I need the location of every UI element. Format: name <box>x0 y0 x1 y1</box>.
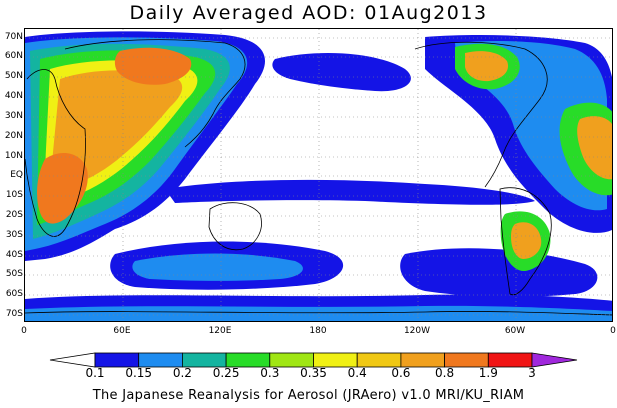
legend-label: 0.8 <box>435 366 455 380</box>
credit-line: The Japanese Reanalysis for Aerosol (JRA… <box>92 388 525 403</box>
lat-label: 20N <box>4 131 23 141</box>
lat-label: 20S <box>5 210 23 220</box>
legend-swatch <box>269 352 314 368</box>
lat-label: 10N <box>4 151 23 161</box>
lon-label: 60E <box>113 326 131 336</box>
aod-region-npacific <box>272 53 411 92</box>
aod-map <box>24 28 613 322</box>
aod-map-svg <box>25 29 612 321</box>
lon-label: 120W <box>403 326 431 336</box>
lat-label: 40N <box>4 91 23 101</box>
aod-region-southern-mid <box>132 253 303 281</box>
lat-label: EQ <box>10 170 23 180</box>
lat-label: 70S <box>5 309 23 319</box>
legend-swatch <box>444 352 489 368</box>
color-legend <box>49 352 578 368</box>
legend-label: 0.15 <box>125 366 153 380</box>
lat-label: 70N <box>4 32 23 42</box>
coastline-antarctica <box>25 311 612 316</box>
coastline-north-america <box>414 41 548 188</box>
legend-swatch <box>487 352 533 368</box>
aod-region-sahara-orange2 <box>37 153 88 224</box>
legend-label: 0.3 <box>260 366 280 380</box>
legend-swatch <box>181 352 227 368</box>
coastline-africa-europe <box>25 69 86 237</box>
legend-label: 0.4 <box>347 366 367 380</box>
map-title: Daily Averaged AOD: 01Aug2013 <box>129 2 488 24</box>
aod-field <box>25 31 612 321</box>
aod-region-samerica-orange <box>511 222 542 259</box>
legend-swatch <box>313 352 358 368</box>
lon-label: 60W <box>504 326 526 336</box>
legend-swatch <box>138 352 183 368</box>
lat-label: 60S <box>5 289 23 299</box>
coastline-asia <box>64 39 246 148</box>
legend-swatch <box>49 352 96 368</box>
aod-region-canada-orange <box>465 51 509 82</box>
legend-label: 0.25 <box>212 366 240 380</box>
legend-swatch <box>94 352 140 368</box>
lat-label: 60N <box>4 51 23 61</box>
lon-label: 0 <box>21 326 27 336</box>
lat-label: 50S <box>5 269 23 279</box>
legend-label: 0.2 <box>172 366 192 380</box>
legend-swatch <box>225 352 271 368</box>
legend-label: 1.9 <box>478 366 498 380</box>
lat-label: 50N <box>4 71 23 81</box>
legend-label: 3 <box>528 366 536 380</box>
aod-region-atlantic-orange <box>577 116 612 180</box>
aod-region-antarctic-mid <box>25 305 612 321</box>
legend-label: 0.6 <box>391 366 411 380</box>
legend-label: 0.35 <box>300 366 327 380</box>
lat-label: 40S <box>5 250 23 260</box>
coastlines <box>25 39 612 316</box>
coastline-australia <box>208 202 262 251</box>
aod-region-southern-east <box>400 248 598 297</box>
lon-label: 120E <box>208 326 232 336</box>
lat-label: 10S <box>5 190 23 200</box>
lat-label: 30N <box>4 111 23 121</box>
lon-label: 0 <box>610 326 616 336</box>
coastline-south-america <box>499 187 552 296</box>
gridlines <box>25 29 612 321</box>
legend-label: 0.1 <box>85 366 105 380</box>
legend-swatch <box>531 352 578 368</box>
lat-label: 30S <box>5 230 23 240</box>
lon-label: 180 <box>309 326 327 336</box>
legend-swatch <box>400 352 445 368</box>
aod-region-pacific-band <box>165 179 535 205</box>
legend-swatch <box>356 352 402 368</box>
